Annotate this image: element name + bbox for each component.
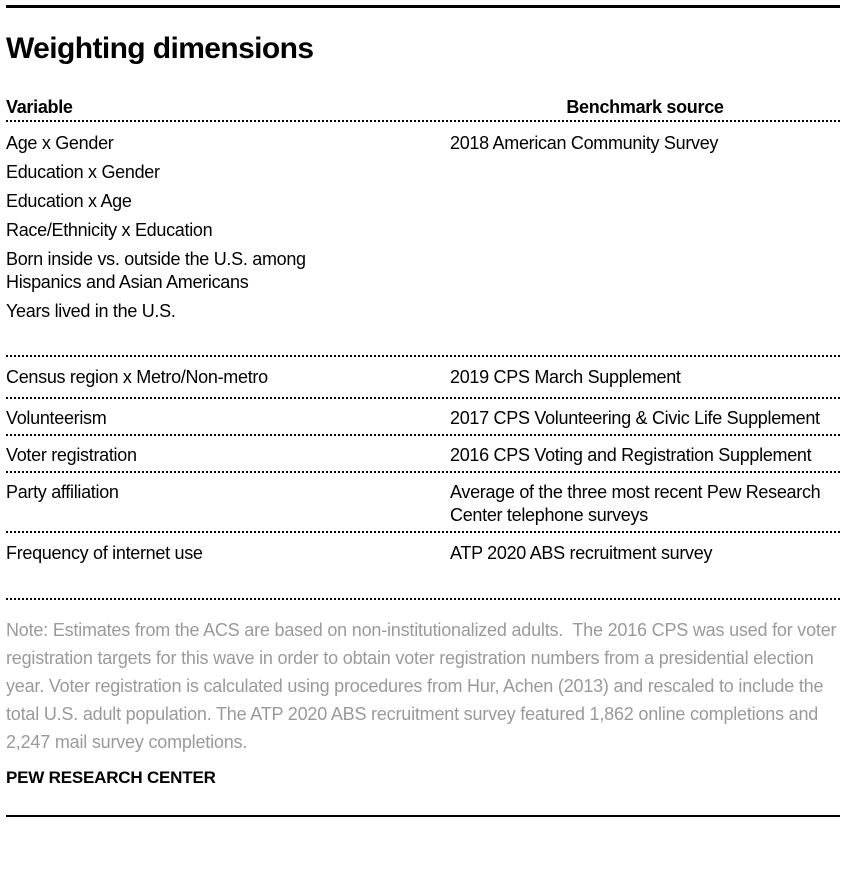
- benchmark-cell: 2016 CPS Voting and Registration Supplem…: [450, 445, 812, 465]
- benchmark-cell: 2019 CPS March Supplement: [450, 367, 681, 387]
- top-rule: [6, 5, 840, 8]
- variable-label: Race/Ethnicity x Education: [6, 220, 213, 240]
- page-title: Weighting dimensions: [6, 32, 314, 65]
- variable-label: Age x Gender: [6, 133, 114, 153]
- weighting-table: Variable Benchmark source Age x Gender E…: [6, 97, 840, 600]
- footnote: Note: Estimates from the ACS are based o…: [6, 620, 842, 752]
- dotted-divider: [6, 120, 840, 122]
- column-header-benchmark-source: Benchmark source: [566, 97, 724, 117]
- benchmark-cell: 2017 CPS Volunteering & Civic Life Suppl…: [450, 408, 820, 428]
- table-row-party-affiliation: Party affiliation Average of the three m…: [6, 473, 840, 531]
- variable-cell: Age x Gender Education x Gender Educatio…: [6, 132, 450, 323]
- table-row-census-region: Census region x Metro/Non-metro 2019 CPS…: [6, 357, 840, 397]
- source-attribution: PEW RESEARCH CENTER: [6, 768, 216, 787]
- variable-label: Education x Gender: [6, 162, 160, 182]
- dotted-divider: [6, 434, 840, 436]
- variable-cell: Party affiliation: [6, 482, 119, 502]
- benchmark-cell: ATP 2020 ABS recruitment survey: [450, 543, 713, 563]
- benchmark-cell: Average of the three most recent Pew Res…: [450, 482, 821, 525]
- variable-label: Education x Age: [6, 191, 132, 211]
- bottom-rule: [6, 815, 840, 817]
- variable-label: Born inside vs. outside the U.S. among H…: [6, 249, 306, 292]
- variable-cell: Frequency of internet use: [6, 543, 203, 563]
- dotted-divider: [6, 531, 840, 533]
- dotted-divider: [6, 598, 840, 600]
- dotted-divider: [6, 355, 840, 357]
- variable-cell: Volunteerism: [6, 408, 107, 428]
- column-header-variable: Variable: [6, 97, 73, 117]
- dotted-divider: [6, 397, 840, 399]
- table-row-acs-group: Age x Gender Education x Gender Educatio…: [6, 122, 840, 355]
- table-row-volunteerism: Volunteerism 2017 CPS Volunteering & Civ…: [6, 399, 840, 434]
- table-header-row: Variable Benchmark source: [6, 97, 840, 120]
- table-row-voter-registration: Voter registration 2016 CPS Voting and R…: [6, 436, 840, 471]
- variable-cell: Voter registration: [6, 445, 137, 465]
- table-row-internet-use: Frequency of internet use ATP 2020 ABS r…: [6, 533, 840, 598]
- benchmark-cell: 2018 American Community Survey: [450, 133, 719, 153]
- variable-cell: Census region x Metro/Non-metro: [6, 367, 268, 387]
- variable-label: Years lived in the U.S.: [6, 301, 176, 321]
- dotted-divider: [6, 471, 840, 473]
